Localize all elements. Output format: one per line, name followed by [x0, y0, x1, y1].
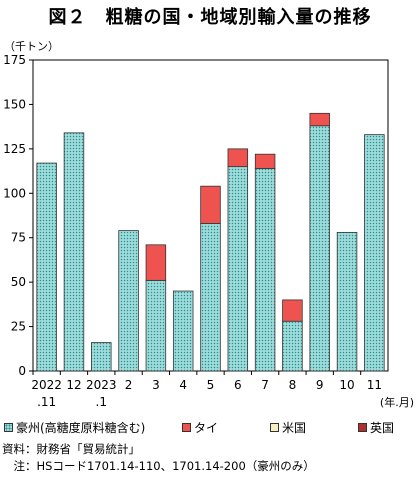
bar-thailand [200, 185, 221, 224]
bar-australia [282, 320, 303, 372]
x-tick-label: 5 [207, 378, 215, 392]
bar-thailand [309, 112, 330, 127]
y-tick-label: 150 [3, 97, 26, 111]
bar-thailand [254, 153, 276, 169]
bar-australia [254, 168, 276, 372]
bar-australia [309, 125, 330, 372]
x-tick-label: 7 [261, 378, 269, 392]
notes: 資料：財務省「貿易統計」 注：HSコード1701.14-110、1701.14-… [2, 441, 315, 475]
bar-thailand [145, 244, 167, 281]
chart-title: 図２ 粗糖の国・地域別輸入量の推移 [48, 7, 372, 28]
y-tick-label: 0 [18, 364, 26, 378]
bar-australia [118, 230, 139, 372]
y-tick-label: 25 [11, 320, 26, 334]
legend-swatch-australia [4, 423, 13, 432]
x-tick-label: .1 [96, 395, 107, 409]
x-tick-label: 4 [179, 378, 187, 392]
y-tick-label: 75 [11, 231, 26, 245]
y-axis-unit-label: （千トン） [4, 40, 59, 53]
legend-swatch-uk [358, 423, 367, 432]
legend-swatch-thailand [182, 423, 191, 432]
x-tick-label: 8 [289, 378, 297, 392]
bar-chart: 0 25 50 75 100 125 150 175 2022 .11 12 2023 .1 2 3 4 5 6 7… [3, 53, 414, 409]
bar-thailand [282, 299, 303, 322]
x-tick-label: 9 [316, 378, 324, 392]
x-tick-label: 3 [152, 378, 160, 392]
bar-australia [63, 132, 85, 372]
bar-australia [364, 134, 385, 372]
bar-australia [227, 166, 249, 372]
bar-australia [145, 279, 167, 372]
y-tick-label: 175 [3, 53, 26, 67]
chart-legend: 豪州(高糖度原料糖含む) タイ 米国 英国 [4, 419, 416, 436]
x-tick-label: 10 [339, 378, 354, 392]
x-tick-label: 2022 [31, 378, 62, 392]
hs-code-note: 注：HSコード1701.14-110、1701.14-200（豪州のみ） [2, 459, 315, 473]
y-tick-label: 100 [3, 186, 26, 200]
legend-label-uk: 英国 [370, 421, 395, 435]
x-tick-label: 12 [66, 378, 81, 392]
x-tick-label: 2 [125, 378, 133, 392]
bar-thailand [227, 148, 249, 168]
legend-label-australia: 豪州(高糖度原料糖含む) [16, 421, 146, 435]
source-note: 資料：財務省「貿易統計」 [2, 442, 140, 456]
y-tick-label: 125 [3, 142, 26, 156]
legend-item-australia: 豪州(高糖度原料糖含む) [4, 419, 182, 436]
legend-label-usa: 米国 [282, 421, 307, 435]
x-axis-unit-label: (年.月) [380, 395, 414, 409]
x-tick-label: 6 [234, 378, 242, 392]
legend-swatch-usa [270, 423, 279, 432]
legend-label-thailand: タイ [194, 421, 219, 435]
bar-australia [336, 231, 358, 372]
x-tick-label: 11 [367, 378, 382, 392]
legend-item-uk: 英国 [358, 419, 394, 436]
bar-australia [172, 290, 194, 372]
x-tick-label: 2023 [86, 378, 117, 392]
y-tick-label: 50 [11, 275, 26, 289]
legend-item-usa: 米国 [270, 419, 358, 436]
x-tick-label: .11 [37, 395, 56, 409]
legend-item-thailand: タイ [182, 419, 270, 436]
bar-australia [91, 342, 112, 372]
bar-australia [200, 223, 221, 372]
bar-australia [36, 162, 57, 372]
